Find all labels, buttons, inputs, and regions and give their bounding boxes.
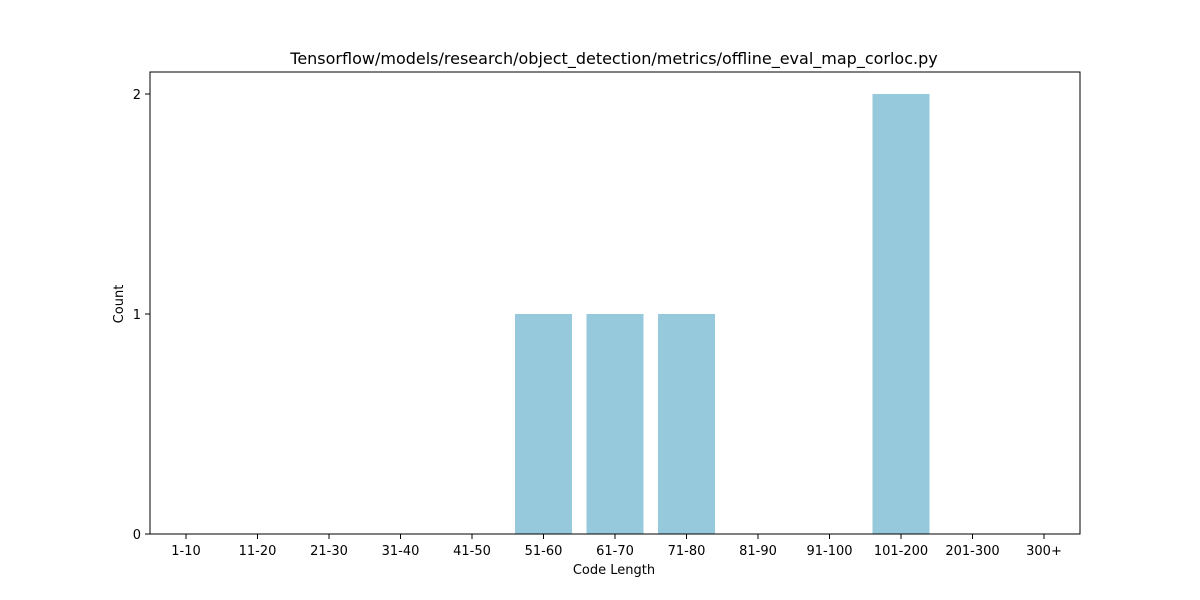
- x-tick-label: 41-50: [453, 544, 491, 559]
- bars-layer: [515, 94, 930, 534]
- y-axis-label: Count: [112, 285, 127, 324]
- y-tick-label: 1: [133, 308, 141, 323]
- x-tick-label: 11-20: [239, 544, 277, 559]
- x-tick-label: 1-10: [171, 544, 201, 559]
- x-axis-label: Code Length: [573, 563, 655, 578]
- bar-51-60: [515, 314, 572, 534]
- x-tick-label: 300+: [1026, 544, 1062, 559]
- x-axis: 1-10 11-20 21-30 31-40 41-50 51-60 61-70 71-80 8…: [171, 534, 1062, 559]
- x-tick-label: 31-40: [382, 544, 420, 559]
- x-tick-label: 101-200: [874, 544, 928, 559]
- y-tick-label: 0: [133, 528, 141, 543]
- bar-71-80: [658, 314, 715, 534]
- x-tick-label: 81-90: [739, 544, 777, 559]
- x-tick-label: 71-80: [668, 544, 706, 559]
- bar-101-200: [873, 94, 930, 534]
- y-axis: 0 1 2: [133, 88, 150, 543]
- x-tick-label: 61-70: [596, 544, 634, 559]
- x-tick-label: 21-30: [310, 544, 348, 559]
- chart-title: Tensorflow/models/research/object_detect…: [289, 49, 937, 69]
- x-tick-label: 91-100: [806, 544, 852, 559]
- y-tick-label: 2: [133, 88, 141, 103]
- x-tick-label: 51-60: [525, 544, 563, 559]
- bar-61-70: [587, 314, 644, 534]
- x-tick-label: 201-300: [945, 544, 999, 559]
